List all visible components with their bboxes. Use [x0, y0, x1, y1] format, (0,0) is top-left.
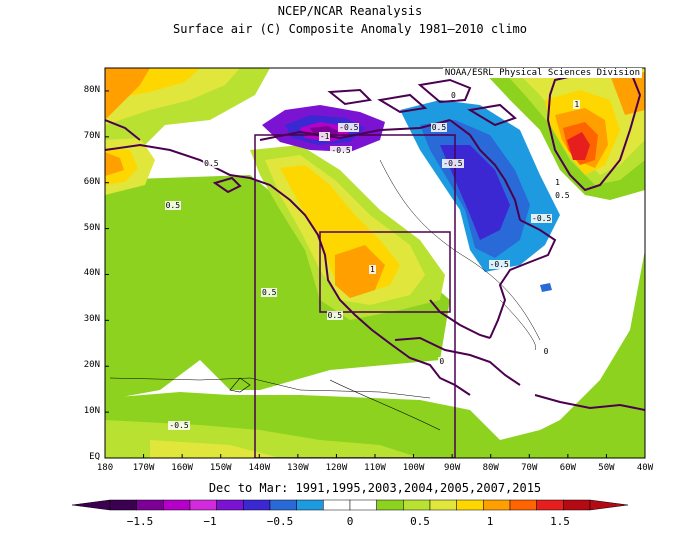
lon-label: 120W	[325, 463, 348, 473]
colorbar-label: −0.5	[266, 515, 294, 528]
contour-label: -0.5	[488, 260, 510, 270]
colorbar-swatch	[509, 499, 537, 511]
lon-label: 110W	[364, 463, 386, 473]
contour-label: 0	[450, 90, 457, 100]
chart-title: NCEP/NCAR Reanalysis	[277, 4, 423, 18]
contour-label: 0.5	[261, 287, 278, 297]
axis-ticks	[104, 90, 646, 459]
lon-label: 180	[96, 463, 114, 473]
contour-label: 1	[573, 99, 581, 109]
colorbar-swatch	[109, 499, 137, 511]
contour-label: -0.5	[168, 420, 190, 430]
region-boxes	[254, 134, 456, 458]
lon-label: 100W	[402, 463, 425, 473]
colorbar-swatch	[483, 499, 511, 511]
contour-label: -0.5	[531, 214, 553, 224]
lat-label: EQ	[89, 452, 100, 462]
lat-label: 50N	[83, 222, 100, 233]
lat-label: 20N	[83, 360, 100, 371]
credit-label: NOAA/ESRL Physical Sciences Division	[442, 68, 642, 78]
contour-label: 0	[438, 356, 446, 366]
contour-label: -0.5	[330, 145, 352, 155]
lon-label: 70W	[521, 463, 538, 473]
lon-label: 90W	[444, 463, 461, 473]
colorbar-swatch	[163, 499, 191, 511]
colorbar-label: 1.5	[550, 515, 570, 528]
colorbar	[71, 499, 629, 511]
lat-label: 80N	[83, 84, 100, 95]
lon-label: 140W	[248, 463, 271, 473]
colorbar-min-arrow	[71, 499, 111, 511]
contour-label: 1	[369, 264, 376, 274]
colorbar-swatch	[136, 499, 164, 511]
colorbar-swatch	[189, 499, 217, 511]
colorbar-swatch	[376, 499, 404, 511]
colorbar-swatch	[456, 499, 484, 511]
contour-label: 0.5	[554, 191, 571, 201]
colorbar-swatch	[403, 499, 431, 511]
lat-label: 40N	[83, 268, 100, 279]
colorbar-swatch	[429, 499, 457, 511]
contour-label: 0.5	[164, 200, 182, 210]
colorbar-swatch	[296, 499, 324, 511]
lon-label: 130W	[287, 463, 309, 473]
lon-label: 80W	[482, 463, 499, 473]
contour-label: -0.5	[338, 122, 360, 132]
contour-label: -1	[318, 131, 331, 141]
lon-label: 170W	[132, 463, 155, 473]
colorbar-label: 0	[346, 515, 354, 528]
colorbar-swatch	[323, 499, 351, 511]
lat-label: 60N	[83, 176, 100, 187]
colorbar-swatch	[349, 499, 377, 511]
contour-label: 1	[554, 177, 561, 187]
colorbar-label: 0.5	[410, 515, 430, 528]
colorbar-label: 1	[486, 515, 494, 528]
colorbar-swatch	[536, 499, 564, 511]
lon-label: 160W	[171, 463, 193, 473]
lat-label: 10N	[83, 406, 100, 417]
colorbar-max-arrow	[589, 499, 629, 511]
contour-label: -0.5	[442, 159, 464, 169]
colorbar-swatch	[269, 499, 297, 511]
lon-label: 150W	[209, 463, 232, 473]
contour-label: 0	[542, 347, 550, 357]
contour-label: 0.5	[203, 159, 220, 169]
contour-label: 0.5	[326, 310, 344, 320]
colorbar-swatch	[216, 499, 244, 511]
colorbar-swatch	[563, 499, 591, 511]
lon-label: 40W	[636, 463, 654, 473]
colorbar-label: −1	[203, 515, 217, 528]
anomaly-shading	[105, 68, 645, 458]
lat-label: 70N	[83, 130, 100, 141]
period-label: Dec to Mar: 1991,1995,2003,2004,2005,200…	[208, 481, 542, 495]
colorbar-label: −1.5	[126, 515, 154, 528]
chart-subtitle: Surface air (C) Composite Anomaly 1981–2…	[172, 22, 527, 36]
contour-label: 0.5	[430, 122, 448, 132]
lon-label: 60W	[559, 463, 576, 473]
lat-label: 30N	[83, 314, 100, 325]
colorbar-swatch	[243, 499, 271, 511]
lon-label: 50W	[598, 463, 615, 473]
